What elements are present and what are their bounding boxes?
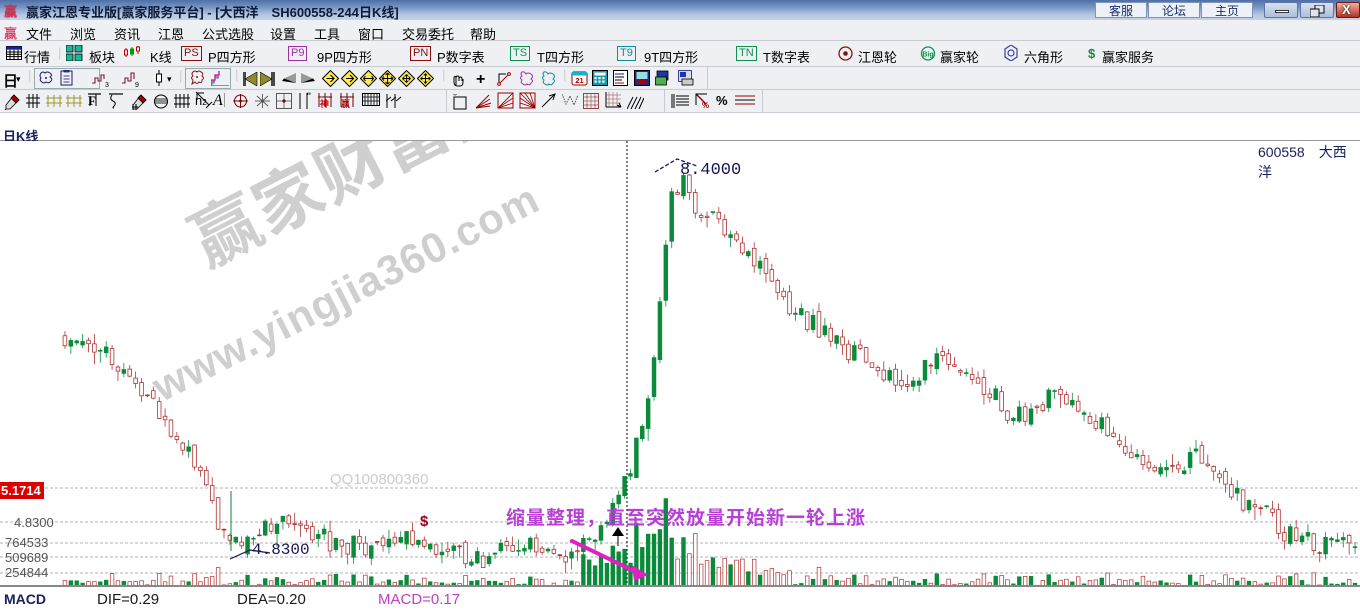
svg-text:%: % [702,101,709,109]
svg-text:Big: Big [922,52,933,59]
svg-text:3: 3 [105,82,109,87]
svg-text:21: 21 [575,76,583,85]
svg-text:赢: 赢 [341,98,350,108]
svg-text:9: 9 [135,82,139,87]
svg-text:神: 神 [320,98,329,108]
